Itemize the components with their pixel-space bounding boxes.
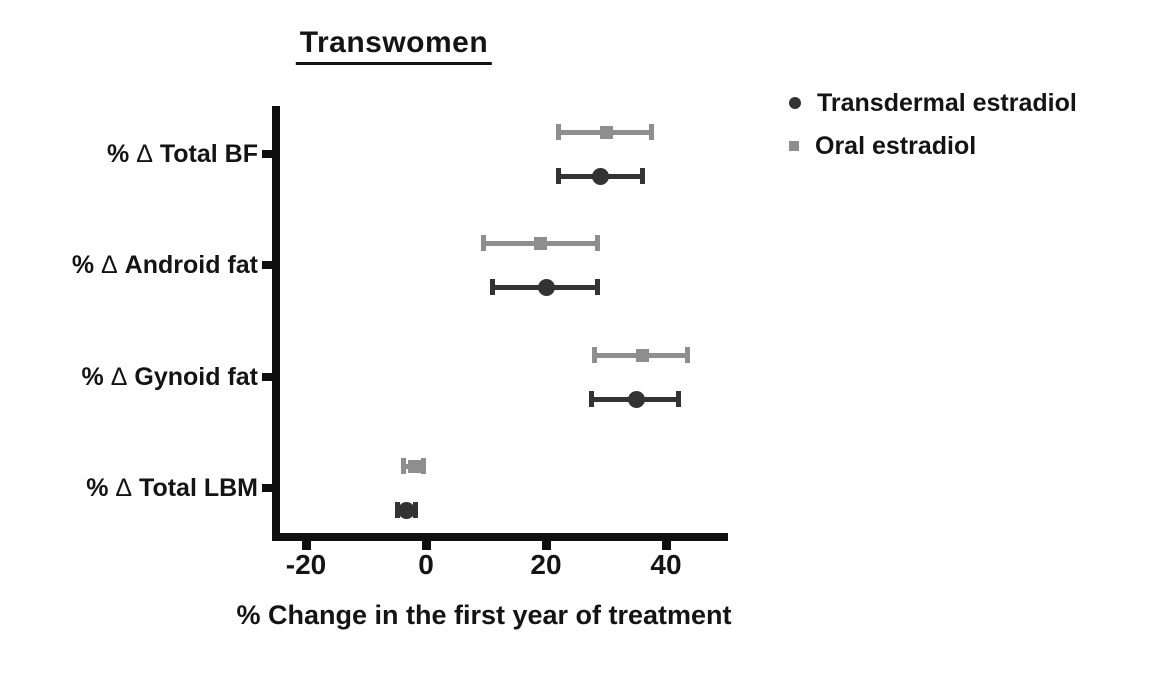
legend-item-oral-estradiol: Oral estradiol	[789, 131, 1077, 161]
error-bar-cap-right	[412, 502, 418, 518]
x-axis-line	[272, 533, 728, 541]
y-axis-category-label: % Δ Android fat	[71, 251, 258, 279]
y-axis-tick	[262, 373, 272, 381]
x-axis-title: % Change in the first year of treatment	[236, 600, 732, 630]
x-axis-tick-label: 20	[530, 549, 562, 580]
square-marker-icon	[789, 141, 799, 151]
y-axis-category-label: % Δ Total LBM	[86, 474, 258, 502]
delta-symbol: Δ	[136, 140, 153, 168]
delta-symbol: Δ	[101, 251, 118, 279]
chart-title: Transwomen	[295, 26, 493, 65]
delta-symbol: Δ	[110, 363, 128, 391]
x-axis-tick	[542, 539, 551, 550]
legend: Transdermal estradiol Oral estradiol	[789, 88, 1077, 174]
error-bar-cap-left	[400, 458, 406, 474]
delta-symbol: Δ	[115, 474, 133, 502]
error-bar-cap-left	[555, 168, 561, 184]
x-axis-tick	[302, 539, 311, 550]
data-point-circle	[537, 278, 555, 296]
data-point-circle	[627, 390, 645, 408]
data-point-square	[635, 348, 649, 362]
error-bar-cap-right	[420, 458, 426, 474]
data-point-square	[599, 125, 613, 139]
error-bar-cap-right	[594, 279, 600, 295]
error-bar-cap-right	[639, 168, 645, 184]
y-axis-tick	[262, 150, 272, 158]
legend-label-oral-estradiol: Oral estradiol	[815, 131, 977, 160]
error-bar-cap-left	[588, 391, 594, 407]
error-bar-cap-right	[675, 391, 681, 407]
error-bar-cap-right	[594, 235, 600, 251]
y-axis-tick	[262, 484, 272, 492]
x-axis-tick-label: 0	[418, 549, 434, 580]
error-bar-cap-left	[394, 502, 400, 518]
data-point-circle	[591, 167, 609, 185]
legend-item-transdermal-estradiol: Transdermal estradiol	[789, 88, 1077, 118]
circle-marker-icon	[789, 97, 801, 109]
data-point-circle	[398, 501, 416, 519]
error-bar-cap-left	[555, 124, 561, 140]
error-bar-cap-left	[480, 235, 486, 251]
data-point-square	[407, 459, 421, 473]
x-axis-tick	[662, 539, 671, 550]
error-bar-cap-left	[489, 279, 495, 295]
error-bar-cap-right	[648, 124, 654, 140]
x-axis-tick	[422, 539, 431, 550]
x-axis-tick-label: 40	[650, 549, 682, 580]
x-axis-tick-label: -20	[285, 549, 327, 580]
error-bar-cap-left	[591, 347, 597, 363]
legend-label-transdermal-estradiol: Transdermal estradiol	[817, 88, 1077, 117]
y-axis-category-label: % Δ Total BF	[107, 140, 258, 168]
y-axis-category-label: % Δ Gynoid fat	[81, 363, 258, 391]
y-axis-tick	[262, 261, 272, 269]
error-bar-cap-right	[684, 347, 690, 363]
data-point-square	[533, 236, 547, 250]
y-axis-line	[272, 106, 280, 541]
